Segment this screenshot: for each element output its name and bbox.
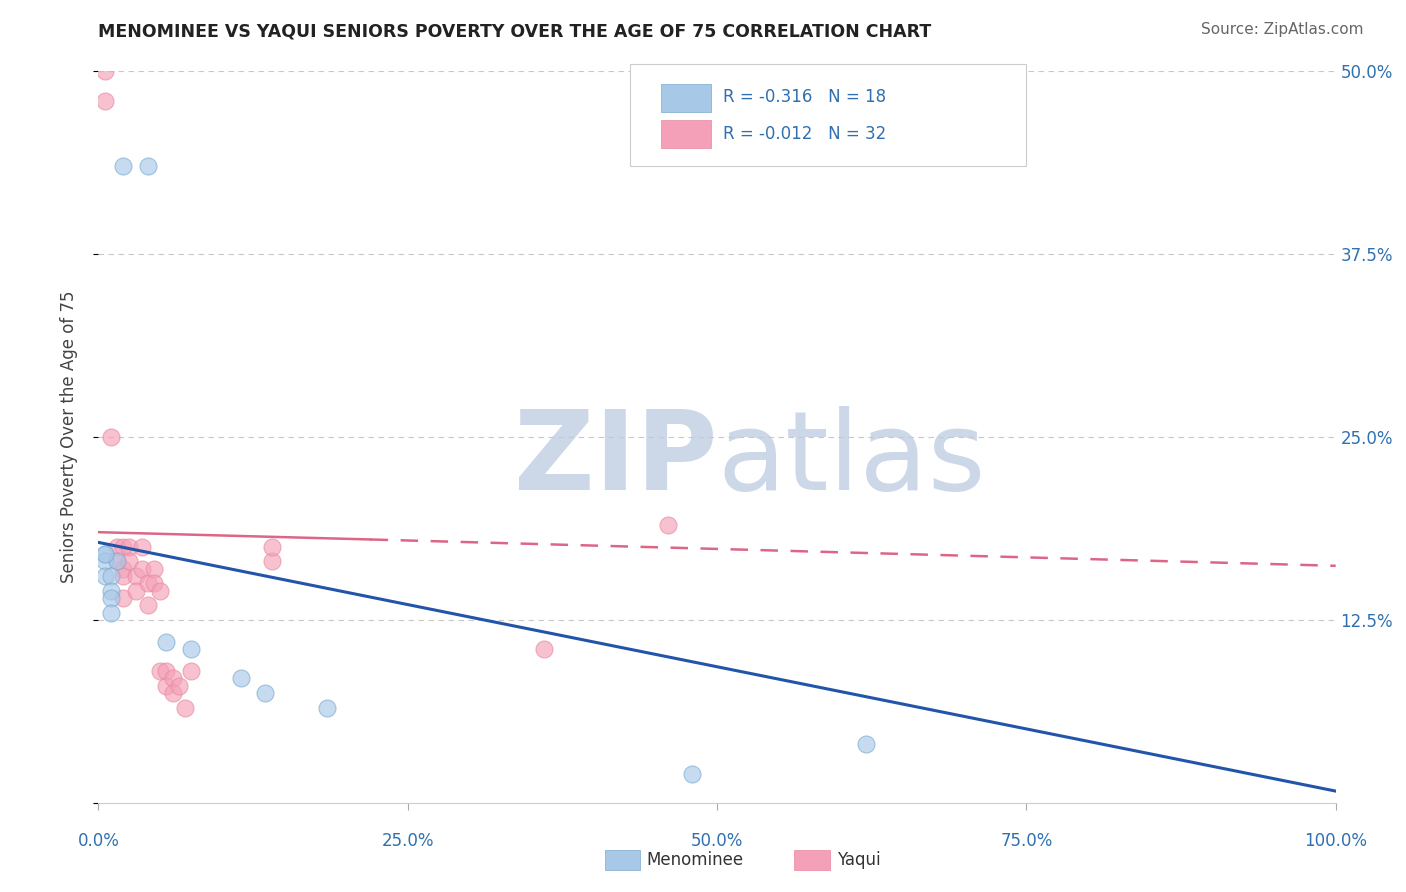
Point xyxy=(657,517,679,532)
Point xyxy=(681,766,703,780)
Point xyxy=(100,430,122,444)
Point xyxy=(105,554,128,568)
Text: Source: ZipAtlas.com: Source: ZipAtlas.com xyxy=(1201,22,1364,37)
Point xyxy=(136,576,159,591)
Point xyxy=(93,547,115,561)
Point xyxy=(93,94,115,108)
Point xyxy=(112,569,135,583)
Point xyxy=(143,576,166,591)
Point xyxy=(118,554,141,568)
FancyBboxPatch shape xyxy=(661,84,711,112)
FancyBboxPatch shape xyxy=(661,120,711,148)
Point xyxy=(254,686,277,700)
Text: 75.0%: 75.0% xyxy=(1000,832,1053,850)
Point xyxy=(260,554,283,568)
Point xyxy=(100,583,122,598)
Point xyxy=(93,64,115,78)
Text: Yaqui: Yaqui xyxy=(837,851,880,869)
Point xyxy=(100,569,122,583)
Point xyxy=(136,160,159,174)
Point xyxy=(100,591,122,605)
Point xyxy=(112,562,135,576)
Point xyxy=(533,642,555,657)
Point xyxy=(143,562,166,576)
Point xyxy=(124,583,146,598)
Point xyxy=(93,554,115,568)
Point xyxy=(229,672,252,686)
Point xyxy=(155,679,177,693)
Point xyxy=(131,540,153,554)
Point xyxy=(112,591,135,605)
Point xyxy=(112,160,135,174)
Point xyxy=(149,664,172,678)
Text: ZIP: ZIP xyxy=(513,406,717,513)
Text: Menominee: Menominee xyxy=(647,851,744,869)
Point xyxy=(855,737,877,751)
Point xyxy=(167,679,190,693)
Text: R = -0.316   N = 18: R = -0.316 N = 18 xyxy=(723,88,886,106)
Text: 25.0%: 25.0% xyxy=(381,832,434,850)
Text: MENOMINEE VS YAQUI SENIORS POVERTY OVER THE AGE OF 75 CORRELATION CHART: MENOMINEE VS YAQUI SENIORS POVERTY OVER … xyxy=(98,22,932,40)
Point xyxy=(180,664,202,678)
FancyBboxPatch shape xyxy=(630,64,1026,167)
Point xyxy=(260,540,283,554)
Point xyxy=(93,569,115,583)
Point xyxy=(180,642,202,657)
Point xyxy=(174,700,197,714)
Point xyxy=(316,700,339,714)
Text: atlas: atlas xyxy=(717,406,986,513)
Point xyxy=(118,540,141,554)
Point xyxy=(162,672,184,686)
Point xyxy=(100,606,122,620)
Y-axis label: Seniors Poverty Over the Age of 75: Seniors Poverty Over the Age of 75 xyxy=(59,291,77,583)
Point xyxy=(149,583,172,598)
Text: 100.0%: 100.0% xyxy=(1305,832,1367,850)
Text: 50.0%: 50.0% xyxy=(690,832,744,850)
Point xyxy=(105,554,128,568)
Point xyxy=(93,547,115,561)
Point xyxy=(162,686,184,700)
Point xyxy=(105,540,128,554)
Text: R = -0.012   N = 32: R = -0.012 N = 32 xyxy=(723,125,887,143)
Text: 0.0%: 0.0% xyxy=(77,832,120,850)
Point xyxy=(124,569,146,583)
Point xyxy=(136,599,159,613)
Point xyxy=(155,664,177,678)
Point xyxy=(112,540,135,554)
Point xyxy=(155,635,177,649)
Point xyxy=(131,562,153,576)
